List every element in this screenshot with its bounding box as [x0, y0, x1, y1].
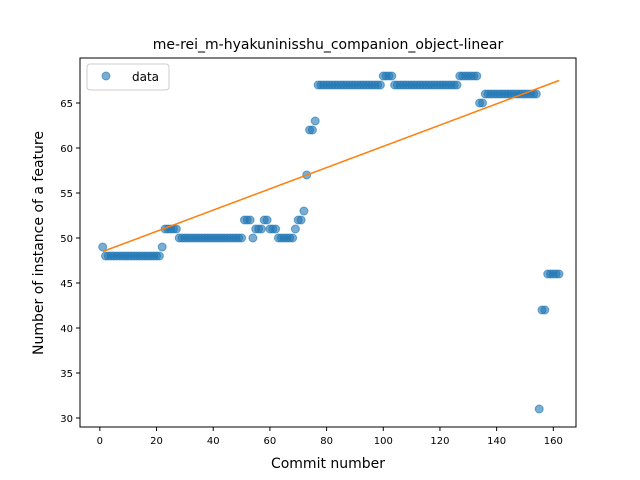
data-point: [531, 89, 541, 99]
legend-marker: [101, 71, 111, 81]
x-tick-label: 20: [150, 436, 163, 447]
trend-line: [102, 79, 560, 253]
data-point: [171, 224, 181, 234]
data-point: [375, 80, 385, 90]
data-point: [534, 404, 544, 414]
x-tick-label: 100: [374, 436, 393, 447]
data-point: [157, 242, 167, 252]
data-point: [554, 269, 564, 279]
y-axis-label: Number of instance of a feature: [31, 131, 47, 355]
data-point: [299, 206, 309, 216]
plot-area: [79, 57, 577, 428]
axes-frame: [79, 57, 577, 428]
y-axis-ticks: 30 35 40 45 50 55 60 65: [60, 99, 80, 425]
data-point: [472, 71, 482, 81]
data-point: [290, 224, 300, 234]
data-point: [296, 215, 306, 225]
y-tick-label: 55: [60, 189, 73, 200]
y-tick-label: 65: [60, 99, 73, 110]
legend-box: [86, 63, 170, 91]
data-point: [478, 98, 487, 108]
x-tick-label: 120: [430, 436, 449, 447]
data-point: [262, 215, 272, 225]
x-tick-label: 40: [207, 436, 220, 447]
x-tick-label: 60: [264, 436, 277, 447]
y-tick-label: 35: [60, 369, 73, 380]
legend: data: [86, 63, 170, 91]
data-point: [387, 71, 397, 81]
data-point: [307, 125, 317, 135]
y-tick-label: 30: [60, 414, 73, 425]
data-point: [245, 215, 255, 225]
y-tick-label: 50: [60, 234, 73, 245]
data-point: [256, 224, 266, 234]
data-point: [452, 80, 462, 90]
x-tick-label: 140: [487, 436, 506, 447]
y-tick-label: 40: [60, 324, 73, 335]
data-points: [98, 71, 564, 414]
y-tick-label: 45: [60, 279, 73, 290]
chart-title: me-rei_m-hyakuninisshu_companion_object-…: [153, 37, 504, 53]
x-tick-label: 80: [320, 436, 333, 447]
x-axis-ticks: 0 20 40 60 80 100 120 140 160: [97, 427, 563, 447]
data-point: [540, 305, 550, 315]
data-point: [288, 233, 298, 243]
x-tick-label: 0: [97, 436, 103, 447]
x-axis-label: Commit number: [271, 456, 385, 472]
data-point: [310, 116, 320, 126]
data-point: [271, 224, 281, 234]
x-tick-label: 160: [544, 436, 563, 447]
legend-label: data: [132, 70, 159, 84]
data-point: [154, 251, 164, 261]
data-point: [237, 233, 247, 243]
data-point: [248, 233, 258, 243]
y-tick-label: 60: [60, 144, 73, 155]
